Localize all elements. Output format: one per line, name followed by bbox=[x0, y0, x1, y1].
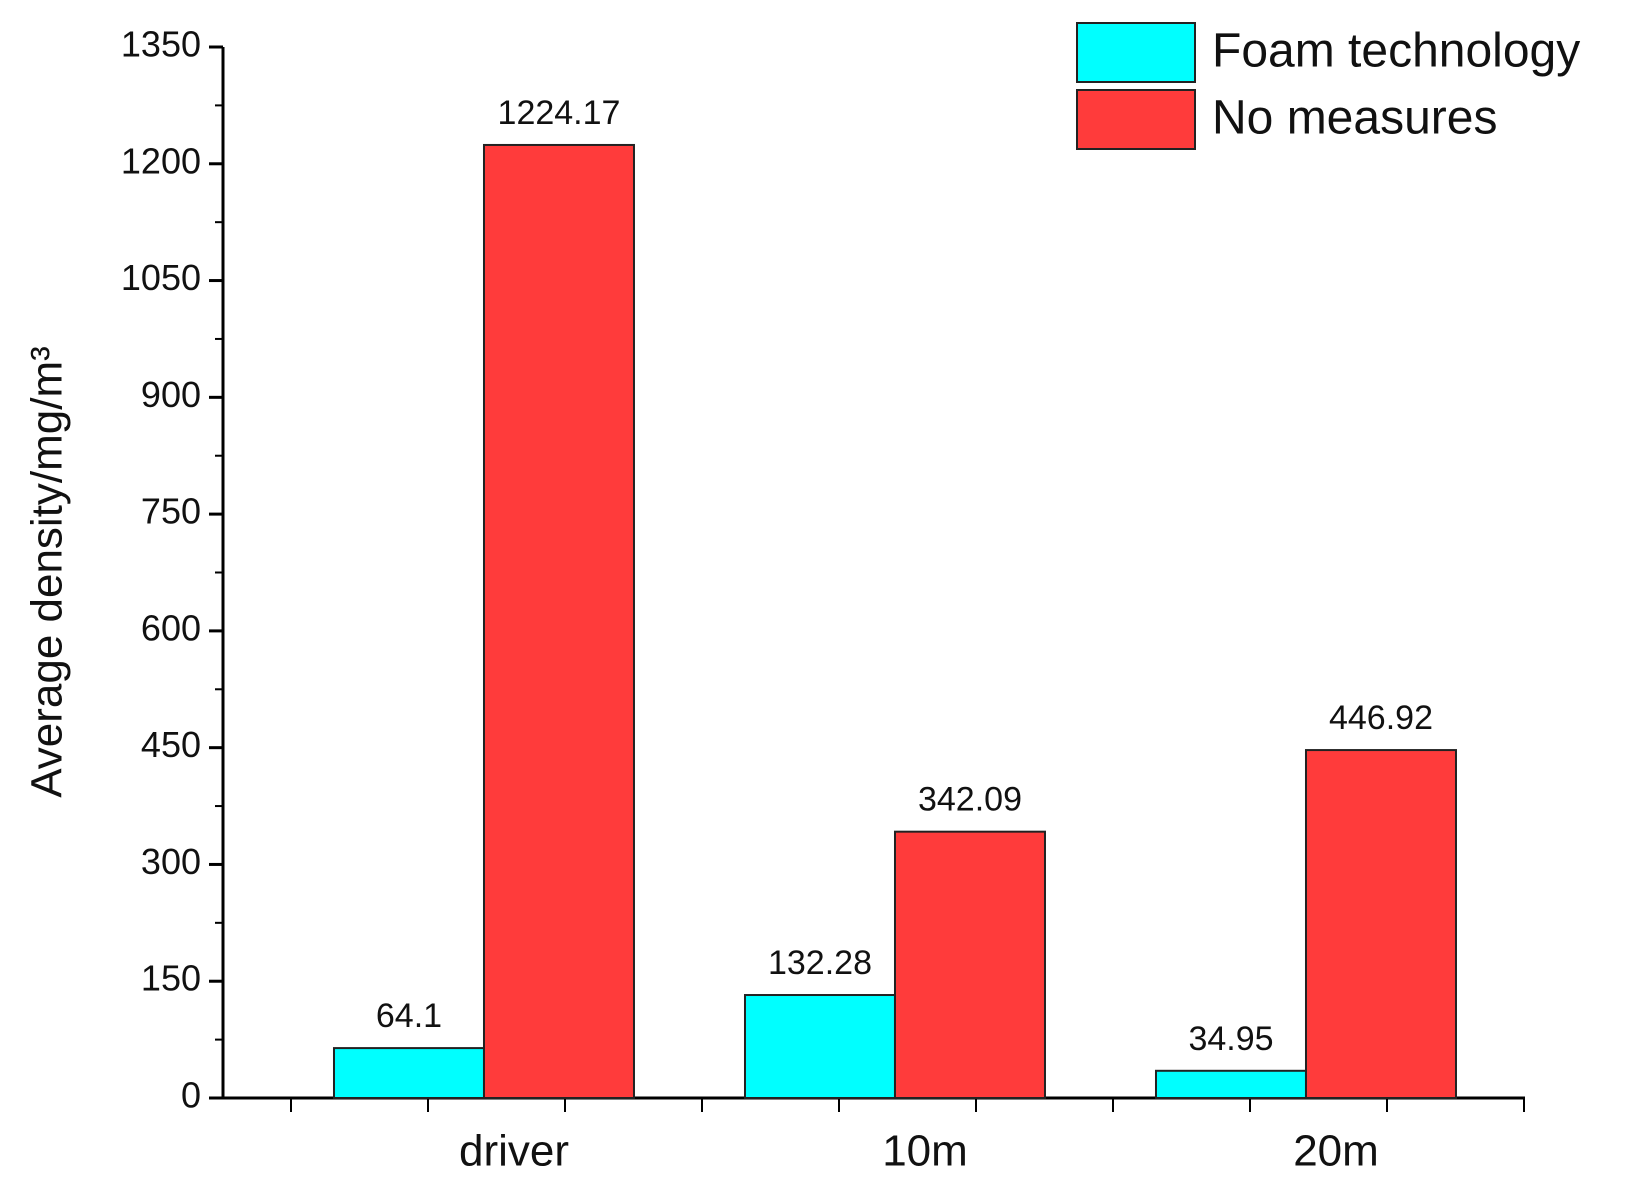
y-tick-label: 0 bbox=[181, 1075, 201, 1116]
value-label: 342.09 bbox=[918, 781, 1022, 819]
legend-swatch bbox=[1076, 89, 1196, 150]
y-tick-label: 600 bbox=[141, 607, 201, 648]
value-label: 132.28 bbox=[768, 944, 872, 982]
bar bbox=[1304, 749, 1457, 1099]
y-axis-label: Average density/mg/m³ bbox=[23, 346, 72, 798]
legend-label: Foam technology bbox=[1212, 25, 1580, 78]
value-label: 1224.17 bbox=[498, 94, 621, 132]
y-tick-label: 150 bbox=[141, 958, 201, 999]
bar bbox=[1154, 1069, 1307, 1099]
y-tick-label: 900 bbox=[141, 374, 201, 415]
y-tick-label: 300 bbox=[141, 841, 201, 882]
value-label: 446.92 bbox=[1329, 699, 1433, 737]
bar bbox=[743, 994, 896, 1100]
legend-swatch bbox=[1076, 22, 1196, 83]
x-tick-label: 10m bbox=[882, 1127, 968, 1176]
y-tick-label: 750 bbox=[141, 491, 201, 532]
legend-label: No measures bbox=[1212, 92, 1497, 145]
value-label: 64.1 bbox=[376, 997, 442, 1035]
bar bbox=[893, 830, 1046, 1099]
x-tick-label: 20m bbox=[1293, 1127, 1379, 1176]
bar bbox=[332, 1047, 485, 1099]
y-tick-label: 1200 bbox=[121, 140, 201, 181]
x-tick-label: driver bbox=[459, 1127, 569, 1176]
value-label: 34.95 bbox=[1188, 1020, 1273, 1058]
y-tick-label: 450 bbox=[141, 724, 201, 765]
y-tick-label: 1050 bbox=[121, 257, 201, 298]
bar bbox=[482, 143, 635, 1099]
y-tick-label: 1350 bbox=[121, 24, 201, 65]
